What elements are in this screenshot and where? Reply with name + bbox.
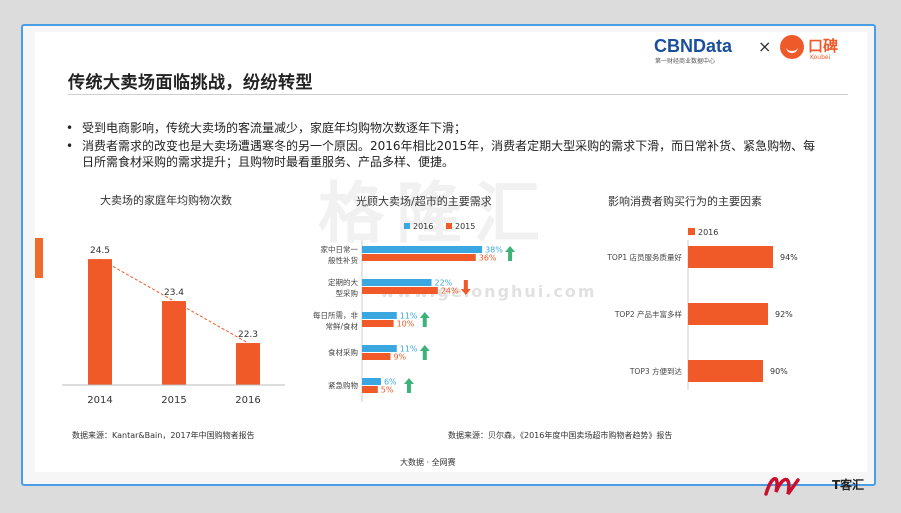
chart2-up-arrow-icon: [505, 246, 516, 261]
chart2-category-label: 食材采购: [328, 347, 358, 357]
chart2-category-label: 定期的大: [328, 277, 358, 287]
chart3-bar: [688, 303, 768, 325]
chart1-data-label: 24.5: [90, 246, 110, 256]
chart3-data-label: 92%: [775, 310, 793, 319]
chart2-category-label: 般性补货: [328, 255, 358, 265]
chart1-title: 大卖场的家庭年均购物次数: [100, 194, 232, 207]
koubei-logo-subtitle: Koubei: [810, 54, 831, 61]
chart2-legend-swatch: [404, 223, 410, 229]
chart2-bar: [362, 254, 476, 261]
koubei-logo: 口碑: [808, 37, 839, 55]
watermark-url: www.gelonghui.com: [380, 282, 597, 301]
chart2-bar: [362, 378, 381, 385]
chart3-category-label: TOP3 方便到达: [629, 366, 683, 376]
chart2-bar: [362, 353, 391, 360]
chart2-category-label: 每日所需，非: [313, 310, 358, 320]
chart2-bar: [362, 312, 397, 319]
chart1-bar: [88, 259, 112, 385]
chart2-data-label: 36%: [479, 254, 497, 263]
footer-text: 大数据 · 全网赛: [400, 458, 456, 467]
chart3-legend-label: 2016: [698, 228, 718, 237]
chart2-bar: [362, 279, 432, 286]
chart1-tick-label: 2016: [235, 395, 260, 406]
bullet-item: 消费者需求的改变也是大卖场遭遇寒冬的另一个原因。2016年相比2015年，消费者…: [66, 138, 826, 170]
slide-title: 传统大卖场面临挑战，纷纷转型: [68, 73, 313, 93]
chart1-data-label: 22.3: [238, 330, 258, 340]
chart3-bar: [688, 360, 763, 382]
chart2-data-label: 5%: [381, 386, 394, 395]
chart2-data-label: 6%: [384, 378, 397, 387]
chart1-trendline: [99, 258, 249, 344]
chart1-data-label: 23.4: [164, 288, 184, 298]
title-divider: [68, 94, 848, 95]
chart1-bar: [236, 343, 260, 385]
brand-swoosh-icon: [764, 477, 800, 496]
watermark: 格隆汇: [318, 175, 552, 252]
chart2-up-arrow-icon: [419, 345, 430, 360]
chart2-up-arrow-icon: [419, 312, 430, 327]
chart2-bar: [362, 320, 394, 327]
side-tab-marker: [35, 238, 43, 278]
chart1-source: 数据来源：Kantar&Bain，2017年中国购物者报告: [72, 431, 255, 440]
chart2-up-arrow-icon: [403, 378, 414, 393]
chart2-down-arrow-icon: [460, 280, 471, 295]
chart2-legend-label: 2015: [455, 222, 475, 231]
chart2-data-label: 38%: [485, 246, 503, 255]
chart2-bar: [362, 246, 483, 253]
koubei-smile-icon: [780, 35, 804, 59]
chart2-data-label: 10%: [397, 320, 415, 329]
chart2-bar: [362, 287, 438, 294]
chart2-legend-label: 2016: [413, 222, 433, 231]
chart2-data-label: 24%: [441, 287, 459, 296]
chart2-bar: [362, 386, 378, 393]
chart2-category-label: 紧急购物: [328, 380, 358, 390]
chart2-category-label: 型采购: [336, 288, 359, 298]
chart3-legend-swatch: [688, 228, 695, 235]
chart2-data-label: 22%: [435, 279, 453, 288]
cbndata-logo: CBNData: [654, 36, 733, 56]
chart2-data-label: 9%: [393, 353, 406, 362]
bullet-item: 受到电商影响，传统大卖场的客流量减少，家庭年均购物次数逐年下滑；: [66, 120, 826, 136]
chart2-data-label: 11%: [400, 345, 418, 354]
chart2-category-label: 常鲜/食材: [325, 321, 358, 331]
chart3-title: 影响消费者购买行为的主要因素: [608, 195, 762, 208]
chart3-category-label: TOP2 产品丰富多样: [614, 309, 683, 319]
chart3-data-label: 90%: [770, 367, 788, 376]
chart2-bar: [362, 345, 397, 352]
chart2-category-label: 家中日常一: [321, 244, 359, 254]
chart1-bar: [162, 301, 186, 385]
bullet-list: 受到电商影响，传统大卖场的客流量减少，家庭年均购物次数逐年下滑； 消费者需求的改…: [66, 120, 826, 172]
chart2-legend-swatch: [446, 223, 452, 229]
brand-text: T客汇: [832, 478, 865, 492]
chart2-title: 光顾大卖场/超市的主要需求: [356, 195, 492, 208]
chart2-data-label: 11%: [400, 312, 418, 321]
chart2-source: 数据来源：贝尔森，《2016年度中国卖场超市购物者趋势》报告: [448, 431, 673, 440]
chart3-bar: [688, 246, 773, 268]
logo-separator: ×: [758, 37, 772, 56]
chart3-category-label: TOP1 店员服务质量好: [606, 252, 682, 262]
chart1-tick-label: 2014: [87, 395, 112, 406]
chart1-tick-label: 2015: [161, 395, 186, 406]
cbndata-logo-subtitle: 第一财经商业数据中心: [655, 58, 716, 65]
chart3-data-label: 94%: [780, 253, 798, 262]
